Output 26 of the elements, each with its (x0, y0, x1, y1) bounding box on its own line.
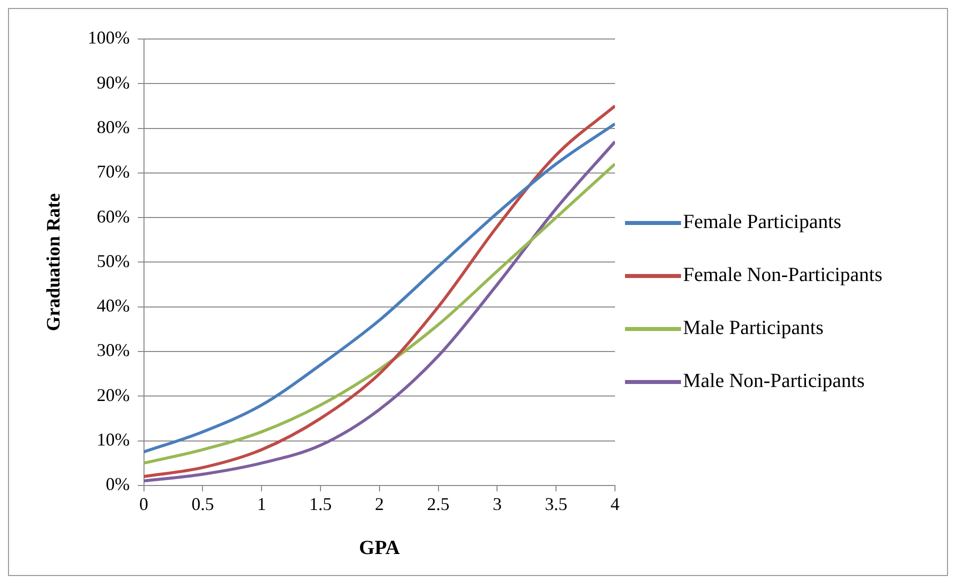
y-tick-label: 90% (96, 72, 130, 92)
x-tick-label: 0 (139, 494, 148, 514)
x-tick-label: 3.5 (544, 494, 568, 514)
x-tick-label: 1.5 (309, 494, 332, 514)
y-tick-label: 40% (96, 296, 130, 316)
y-tick-label: 60% (96, 206, 130, 226)
y-tick-label: 20% (96, 384, 130, 405)
x-tick-label: 3 (492, 494, 502, 514)
x-tick-label: 2.5 (427, 494, 450, 514)
x-tick-label: 0.5 (191, 494, 214, 514)
y-tick-label: 10% (96, 429, 130, 450)
legend-label: Female Participants (683, 211, 842, 234)
y-tick-label: 50% (96, 250, 130, 271)
y-tick-label: 70% (96, 162, 130, 182)
x-tick-label: 2 (374, 494, 384, 514)
x-tick-label: 4 (610, 494, 620, 514)
x-tick-label: 1 (257, 494, 266, 514)
y-tick-label: 30% (96, 340, 130, 360)
legend-label: Male Participants (683, 317, 824, 340)
legend-label: Female Non-Participants (683, 264, 882, 287)
y-tick-label: 0% (106, 474, 130, 494)
x-axis-title: GPA (359, 537, 400, 560)
legend-label: Male Non-Participants (683, 370, 865, 393)
y-tick-label: 80% (96, 117, 130, 138)
y-tick-label: 100% (88, 28, 130, 48)
y-axis-title: Graduation Rate (43, 193, 64, 332)
